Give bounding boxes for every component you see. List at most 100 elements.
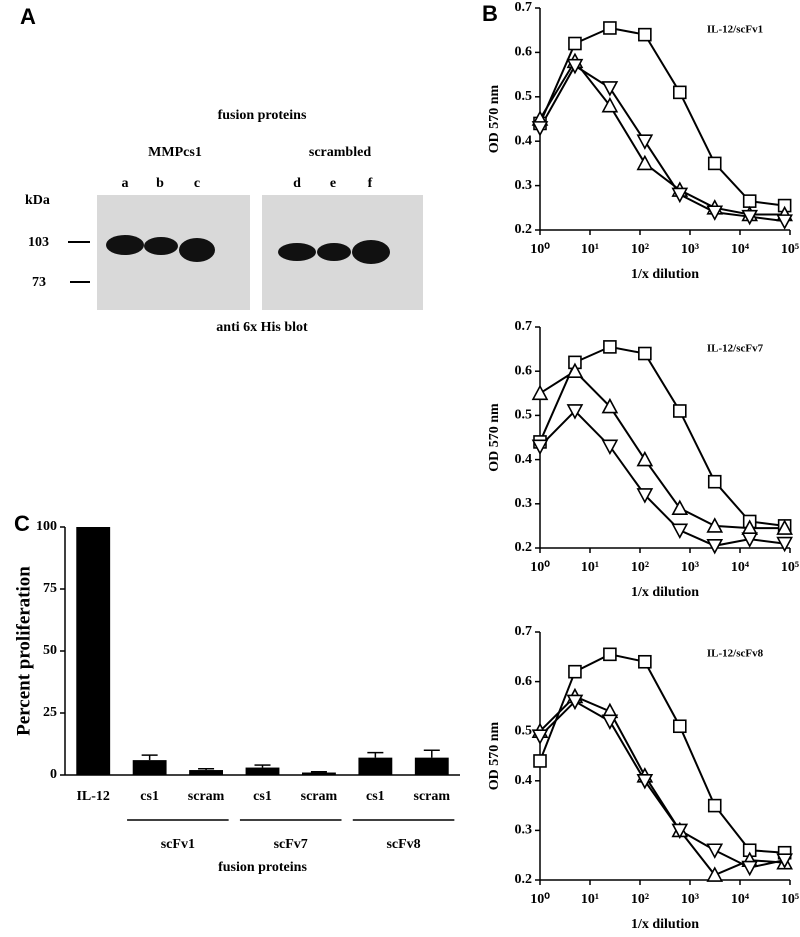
marker xyxy=(707,156,722,171)
y-tick-label: 0.4 xyxy=(515,133,533,148)
blot-group: MMPcs1 xyxy=(148,145,202,160)
x-tick-label: 10² xyxy=(631,242,649,257)
blot-title: fusion proteins xyxy=(218,108,307,123)
x-tick-label: 10⁴ xyxy=(731,560,750,575)
marker xyxy=(566,362,584,378)
marker xyxy=(601,81,619,97)
blot-caption: anti 6x His blot xyxy=(216,320,308,335)
y-tick-label: 0.4 xyxy=(515,452,533,467)
series-line xyxy=(539,64,785,223)
marker xyxy=(706,517,724,533)
panel-letter: A xyxy=(20,4,36,29)
marker xyxy=(531,729,549,745)
marker xyxy=(533,754,547,768)
marker xyxy=(531,121,549,137)
blot-panel: A fusion proteins MMPcs1 scrambled a b c… xyxy=(20,4,423,335)
y-axis-label: OD 570 nm xyxy=(487,403,502,472)
lane-label: c xyxy=(194,176,200,191)
marker xyxy=(776,519,793,535)
panel-letter: B xyxy=(482,1,498,26)
marker xyxy=(707,798,722,813)
y-tick-label: 100 xyxy=(36,519,57,534)
y-axis-label: Percent proliferation xyxy=(13,566,34,736)
y-axis-label: OD 570 nm xyxy=(487,721,502,790)
bar xyxy=(358,757,393,775)
y-tick-label: 0.3 xyxy=(515,823,533,838)
marker xyxy=(636,154,654,171)
marker xyxy=(531,384,549,401)
x-tick-label: scram xyxy=(301,789,338,804)
series-line xyxy=(539,700,785,869)
annotation: IL-12/scFv7 xyxy=(707,343,764,355)
bar xyxy=(414,757,449,775)
panel-letter: C xyxy=(14,511,30,536)
y-tick-label: 0.4 xyxy=(515,773,533,788)
series-line xyxy=(539,26,785,207)
marker xyxy=(706,843,724,859)
marker xyxy=(603,647,617,662)
band xyxy=(317,243,351,261)
marker xyxy=(671,523,689,540)
marker xyxy=(603,21,617,35)
x-tick-label: 10⁴ xyxy=(731,242,750,257)
band xyxy=(179,238,215,262)
marker xyxy=(672,719,687,734)
y-tick-label: 0.6 xyxy=(515,45,533,60)
x-tick-label: scram xyxy=(414,789,451,804)
annotation: IL-12/scFv8 xyxy=(707,648,764,660)
y-tick-label: 0.5 xyxy=(515,89,533,104)
y-tick-label: 0.6 xyxy=(515,674,533,689)
y-tick-label: 0.2 xyxy=(515,540,533,555)
marker xyxy=(601,714,619,730)
bar xyxy=(189,770,223,775)
y-tick-label: 0.5 xyxy=(515,408,533,423)
x-tick-label: scram xyxy=(188,789,225,804)
y-tick-label: 0.2 xyxy=(515,222,533,237)
bar xyxy=(245,767,280,775)
y-tick-label: 75 xyxy=(43,581,57,596)
marker xyxy=(671,187,689,204)
x-tick-label: 10⁵ xyxy=(781,560,799,575)
marker xyxy=(706,866,724,882)
x-axis-label: 1/x dilution xyxy=(631,267,699,282)
marker xyxy=(776,536,793,553)
size-marker: 73 xyxy=(32,275,46,290)
x-axis-label: fusion proteins xyxy=(218,860,307,875)
group-label: scFv1 xyxy=(161,837,195,852)
marker xyxy=(672,85,687,100)
marker xyxy=(601,397,619,414)
x-tick-label: 10¹ xyxy=(581,560,599,575)
x-axis-label: 1/x dilution xyxy=(631,917,699,932)
size-marker: 103 xyxy=(28,235,49,250)
x-tick-label: 10³ xyxy=(681,892,699,907)
lane-label: d xyxy=(293,176,301,191)
lane-label: a xyxy=(122,176,129,191)
lane-label: e xyxy=(330,176,336,191)
marker xyxy=(706,205,724,221)
y-tick-label: 0.7 xyxy=(515,319,533,334)
band xyxy=(278,243,316,261)
marker xyxy=(636,488,654,504)
marker xyxy=(638,27,652,42)
y-tick-label: 0.6 xyxy=(515,363,533,378)
x-tick-label: 10⁰ xyxy=(530,242,550,257)
y-tick-label: 0.7 xyxy=(515,624,533,639)
x-tick-label: 10² xyxy=(631,892,649,907)
marker xyxy=(568,36,582,51)
marker xyxy=(671,823,689,840)
y-tick-label: 0.5 xyxy=(515,723,533,738)
series-line xyxy=(539,369,785,530)
y-tick-label: 50 xyxy=(43,643,57,658)
marker xyxy=(638,346,652,361)
y-axis-label: OD 570 nm xyxy=(487,84,502,153)
marker xyxy=(601,439,619,456)
series-line xyxy=(539,59,785,216)
blot-group: scrambled xyxy=(309,145,371,160)
marker xyxy=(636,774,654,790)
bar xyxy=(132,760,167,775)
marker xyxy=(603,340,617,354)
marker xyxy=(566,694,584,711)
y-tick-label: 0.7 xyxy=(515,0,533,15)
x-tick-label: 10² xyxy=(631,560,649,575)
bar xyxy=(76,527,111,775)
